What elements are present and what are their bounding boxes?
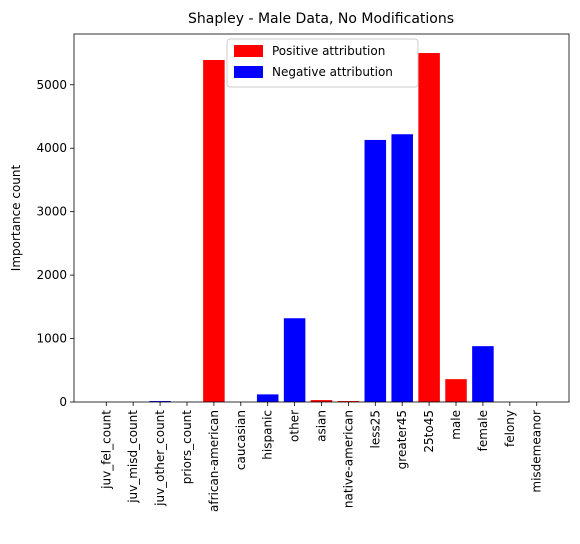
x-tick-label: juv_fel_count <box>99 410 113 490</box>
x-tick-label: felony <box>503 410 517 447</box>
y-tick-label: 5000 <box>36 78 67 92</box>
bar-25to45 <box>418 53 440 402</box>
bar-male <box>445 379 467 402</box>
x-tick-label: other <box>288 410 302 442</box>
bar-hispanic <box>256 394 279 402</box>
bar-greater45 <box>391 134 413 402</box>
bar-female <box>472 346 494 402</box>
x-tick-label: greater45 <box>395 410 409 469</box>
legend-label: Negative attribution <box>272 65 393 79</box>
chart-title: Shapley - Male Data, No Modifications <box>188 11 454 27</box>
x-tick-label: 25to45 <box>422 410 436 453</box>
x-tick-label: caucasian <box>234 410 248 470</box>
legend-box <box>226 38 419 88</box>
x-tick-label: african-american <box>207 410 221 512</box>
bar-native-american <box>337 401 360 402</box>
bars-group <box>149 53 494 402</box>
x-tick-label: native-american <box>341 410 355 508</box>
x-tick-label: misdemeanor <box>530 410 544 493</box>
x-tick-label: asian <box>315 410 329 442</box>
plot-frame <box>73 33 570 403</box>
y-tick-label: 4000 <box>36 141 67 155</box>
x-tick-label: juv_misd_count <box>126 410 140 504</box>
bar-african-american <box>203 60 225 402</box>
axes-group: juv_fel_count juv_misd_count juv_other_cou… <box>36 33 570 512</box>
y-axis-label: Importance count <box>9 164 23 271</box>
bar-other <box>283 318 306 402</box>
bar-asian <box>310 400 333 402</box>
y-tick-label: 3000 <box>36 205 67 219</box>
y-tick-label: 2000 <box>36 268 67 282</box>
x-tick-label: less25 <box>368 410 382 449</box>
bar-juv_other_count <box>149 401 171 402</box>
y-tick-label: 1000 <box>36 332 67 346</box>
legend: Positive attribution Negative attribution <box>226 38 419 88</box>
x-tick-label: juv_other_count <box>153 410 167 507</box>
x-tick-label: female <box>476 410 490 451</box>
x-tick-label: hispanic <box>261 410 275 460</box>
x-tick-label: priors_count <box>180 410 194 485</box>
legend-swatch <box>234 66 263 78</box>
legend-swatch <box>234 45 263 57</box>
x-tick-label: male <box>449 410 463 440</box>
bar-less25 <box>364 139 387 402</box>
legend-label: Positive attribution <box>272 44 385 58</box>
y-tick-label: 0 <box>59 395 67 409</box>
